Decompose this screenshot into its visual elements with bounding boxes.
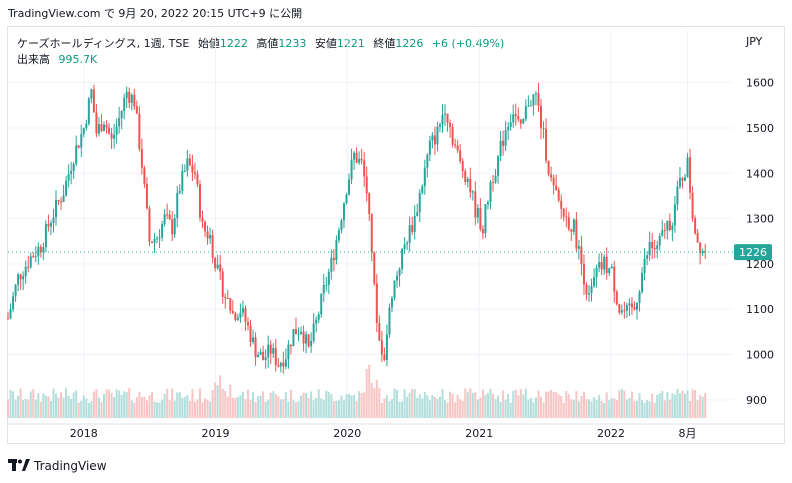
open-value: 1222: [219, 37, 248, 50]
chart-frame: [7, 26, 785, 444]
open-label: 始値: [197, 37, 220, 50]
brand-name[interactable]: TradingView: [34, 459, 107, 473]
ohlc-legend: ケーズホールディングス, 1週, TSE 始値1222 高値1233 安値122…: [17, 35, 504, 51]
low-label: 安値: [314, 37, 337, 50]
publish-caption: TradingView.com で 9月 20, 2022 20:15 UTC+…: [8, 7, 303, 20]
currency-label: JPY: [746, 35, 763, 48]
volume-legend: 出来高 995.7K: [17, 51, 97, 67]
tradingview-logo-icon: [8, 459, 30, 471]
close-value: 1226: [395, 37, 424, 50]
low-value: 1221: [336, 37, 365, 50]
change-value: +6 (+0.49%): [431, 37, 505, 50]
close-label: 終値: [373, 37, 396, 50]
top-bar: TradingView.com で 9月 20, 2022 20:15 UTC+…: [0, 0, 792, 24]
symbol-label: ケーズホールディングス, 1週, TSE: [17, 37, 190, 50]
high-label: 高値: [256, 37, 279, 50]
volume-value: 995.7K: [58, 53, 98, 66]
high-value: 1233: [278, 37, 307, 50]
volume-label: 出来高: [17, 53, 50, 66]
